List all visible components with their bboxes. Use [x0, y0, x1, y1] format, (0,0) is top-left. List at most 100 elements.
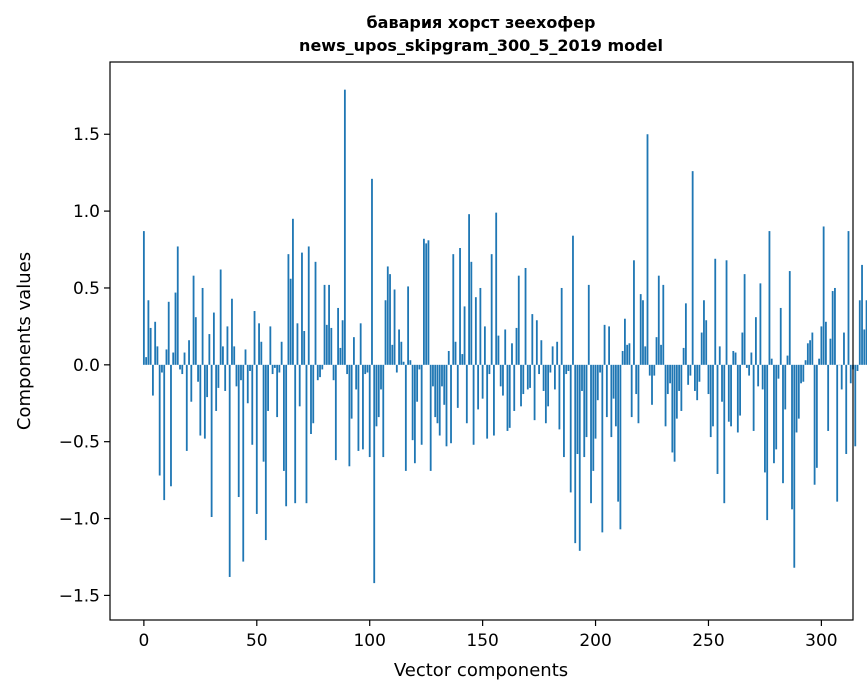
bar-component-195	[583, 364, 586, 458]
y-tick-label: −1.0	[59, 510, 100, 530]
bar-component-129	[434, 364, 437, 418]
bar-component-212	[621, 350, 624, 365]
bar-component-219	[637, 364, 640, 424]
bar-component-85	[334, 364, 337, 461]
bar-component-102	[373, 364, 376, 584]
bar-component-198	[590, 364, 592, 504]
bar-component-103	[375, 364, 378, 427]
bar-component-220	[639, 294, 642, 365]
bars-group	[142, 89, 867, 584]
bar-component-148	[477, 364, 480, 410]
bar-component-275	[764, 364, 766, 473]
bar-component-209	[614, 364, 617, 427]
bar-component-229	[660, 344, 662, 365]
bar-component-36	[224, 364, 227, 391]
x-tick-label: 50	[246, 631, 268, 651]
bar-component-99	[366, 364, 369, 373]
y-axis-ticks: −1.5 −1.0 −0.5 0.0 0.5 1.0 1.5	[59, 125, 110, 606]
bar-component-293	[804, 360, 807, 365]
bar-component-214	[626, 344, 629, 365]
bar-component-47	[249, 364, 251, 371]
bar-component-205	[605, 364, 608, 418]
bar-component-169	[524, 267, 527, 365]
bar-component-86	[337, 307, 339, 365]
bar-component-222	[644, 346, 647, 365]
bar-component-135	[447, 350, 450, 365]
bar-component-261	[732, 350, 735, 365]
bar-component-10	[165, 349, 168, 365]
bar-component-77	[316, 364, 319, 381]
bar-component-146	[472, 364, 475, 445]
bar-component-59	[276, 364, 279, 418]
bar-component-55	[267, 364, 269, 411]
x-tick-label: 300	[805, 631, 837, 651]
bar-component-60	[278, 364, 281, 373]
bar-component-154	[490, 254, 493, 365]
bar-component-252	[712, 364, 714, 427]
bar-component-269	[750, 352, 753, 365]
bar-component-84	[332, 364, 335, 381]
bar-component-168	[522, 364, 525, 395]
bar-component-142	[463, 306, 466, 365]
bar-component-170	[526, 364, 529, 390]
bar-component-250	[707, 364, 710, 395]
bar-component-141	[461, 354, 464, 365]
bar-component-68	[296, 323, 299, 365]
bar-component-280	[775, 364, 778, 450]
bar-component-133	[443, 364, 446, 405]
bar-component-226	[653, 364, 656, 376]
bar-component-35	[222, 346, 224, 365]
bar-component-95	[357, 364, 360, 451]
bar-component-12	[170, 364, 172, 487]
bar-component-255	[718, 346, 721, 365]
bar-component-115	[402, 361, 405, 365]
bar-component-40	[233, 346, 236, 365]
bar-component-190	[572, 235, 574, 365]
bar-component-82	[328, 284, 330, 365]
bar-component-124	[423, 238, 425, 365]
bar-component-228	[657, 275, 660, 365]
bar-component-122	[418, 364, 421, 370]
bar-component-54	[264, 364, 267, 541]
bar-component-304	[829, 338, 832, 365]
bar-component-152	[486, 364, 489, 439]
bar-component-204	[603, 324, 606, 365]
x-tick-label: 0	[138, 631, 149, 651]
bar-component-197	[587, 284, 590, 365]
bar-component-0	[142, 231, 145, 365]
bar-component-189	[569, 364, 572, 493]
bar-component-285	[786, 355, 789, 365]
bar-component-32	[215, 364, 218, 411]
bar-component-211	[619, 364, 622, 530]
bar-component-162	[508, 364, 511, 428]
bar-component-299	[818, 358, 821, 365]
bar-component-118	[409, 360, 412, 365]
bar-component-266	[743, 274, 746, 365]
bar-component-178	[544, 364, 547, 424]
bar-component-196	[585, 364, 588, 438]
bar-component-172	[531, 314, 534, 365]
y-tick-label: −0.5	[59, 433, 100, 453]
bar-component-287	[791, 364, 793, 510]
bar-component-41	[235, 364, 238, 387]
bar-component-11	[167, 301, 170, 365]
bar-component-89	[343, 89, 346, 365]
bar-component-16	[179, 364, 181, 370]
bar-component-117	[407, 286, 410, 365]
bar-component-80	[323, 284, 326, 365]
bar-component-108	[386, 266, 389, 365]
bar-component-183	[556, 341, 559, 365]
bar-component-221	[642, 300, 644, 365]
bar-component-175	[538, 364, 540, 375]
bar-component-37	[226, 326, 229, 365]
bar-component-310	[843, 332, 845, 365]
bar-component-239	[682, 347, 685, 365]
bar-component-268	[748, 364, 751, 376]
bar-component-9	[163, 364, 166, 501]
bar-component-24	[197, 364, 199, 382]
bar-component-26	[201, 287, 204, 365]
bar-component-246	[698, 364, 701, 382]
bar-component-28	[206, 364, 209, 398]
bar-component-260	[730, 364, 732, 427]
bar-component-242	[689, 364, 692, 376]
